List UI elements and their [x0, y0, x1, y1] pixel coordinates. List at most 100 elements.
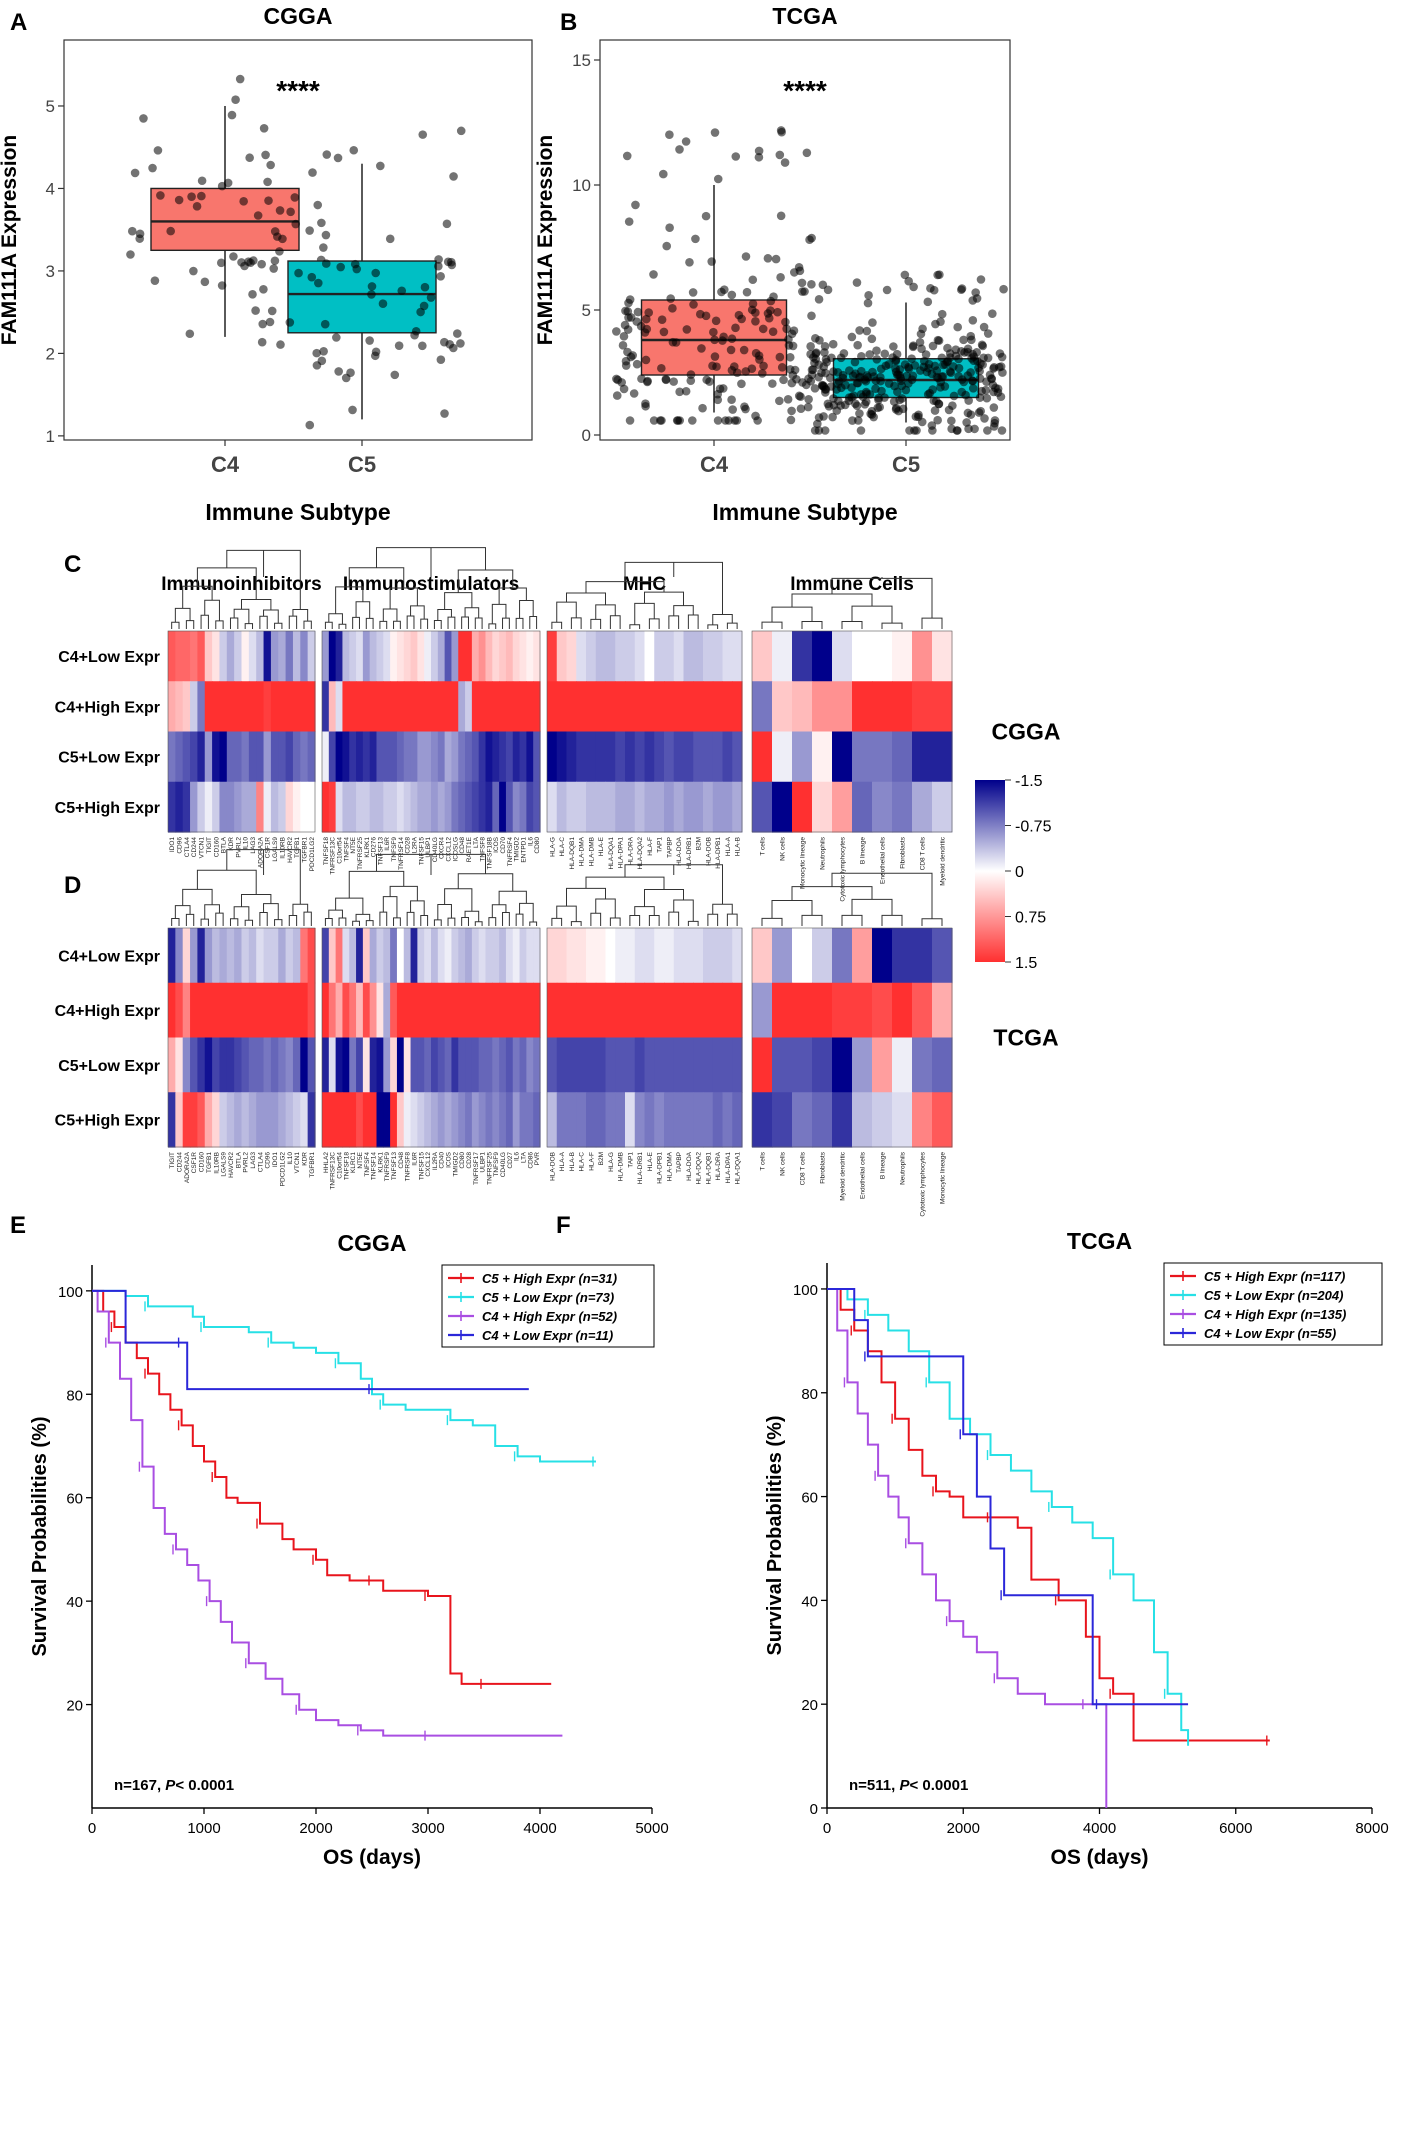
heatmap-cell — [424, 681, 432, 733]
column-label: TNFSF15 — [418, 837, 425, 866]
dendrogram-branch — [382, 608, 398, 622]
dendrogram-branch — [447, 616, 456, 629]
data-point — [930, 406, 940, 415]
heatmap-cell — [547, 631, 558, 682]
data-point — [686, 376, 696, 385]
data-point — [932, 366, 942, 375]
x-axis-label: Immune Subtype — [712, 499, 897, 525]
heatmap-block-border — [321, 630, 541, 833]
data-point — [983, 426, 992, 435]
dendrogram-branch — [229, 918, 239, 926]
heatmap-cell — [292, 928, 301, 984]
heatmap-cell — [342, 928, 350, 984]
group-title: Immunostimulators — [343, 574, 519, 595]
heatmap-cell — [465, 982, 473, 1039]
dendrogram-branch — [335, 586, 364, 614]
heatmap-cell — [263, 1037, 272, 1093]
column-label: KLRK1 — [364, 837, 371, 858]
heatmap-cell — [625, 1037, 636, 1093]
group-title: Immunoinhibitors — [161, 574, 321, 595]
data-point — [659, 327, 669, 337]
dendrogram-branch — [324, 917, 333, 926]
heatmap-cell — [634, 928, 646, 984]
heatmap-cell — [307, 781, 316, 833]
heatmap-cell — [478, 928, 487, 984]
data-point — [751, 411, 760, 421]
dendrogram-branch — [648, 618, 660, 629]
column-label: LAG3 — [250, 1152, 257, 1169]
data-point — [269, 264, 279, 273]
heatmap-cell — [424, 1037, 432, 1093]
heatmap-cell — [300, 681, 309, 733]
data-point — [612, 391, 622, 400]
heatmap-cell — [451, 982, 459, 1039]
dendrogram-branch — [491, 603, 507, 624]
heatmap-cell — [519, 731, 527, 783]
heatmap-cell — [458, 1092, 466, 1148]
heatmap-cell — [872, 781, 893, 833]
heatmap-cell — [499, 928, 507, 984]
dendrogram-branch — [200, 614, 209, 629]
data-point — [796, 404, 806, 414]
data-point — [367, 290, 376, 299]
heatmap-cell — [595, 631, 607, 682]
heatmap-cell — [396, 928, 405, 984]
data-point — [376, 161, 385, 171]
data-point — [997, 426, 1007, 435]
dendrogram-branch — [335, 897, 364, 915]
heatmap-cell — [547, 731, 558, 783]
group-title: Immune Cells — [790, 574, 914, 595]
heatmap-cell — [533, 781, 541, 833]
heatmap-cell — [892, 681, 913, 733]
heatmap-cell — [566, 1037, 577, 1093]
column-label: TAP1 — [627, 1152, 634, 1168]
column-label: TNFSF18 — [343, 1152, 350, 1181]
heatmap-cell — [396, 731, 405, 783]
heatmap-cell — [465, 681, 473, 733]
heatmap-cell — [752, 781, 773, 833]
heatmap-cell — [644, 681, 655, 733]
data-point — [258, 319, 267, 329]
data-point — [275, 247, 284, 256]
data-point — [975, 374, 985, 383]
heatmap-cell — [533, 731, 541, 783]
dendrogram-branch — [382, 896, 398, 918]
y-tick-label: 10 — [572, 176, 591, 195]
heatmap-cell — [547, 1092, 558, 1148]
column-label: HAVCR2 — [228, 1152, 235, 1178]
data-point — [257, 337, 267, 347]
column-label: CD80 — [459, 1152, 466, 1169]
dendrogram-branch — [634, 602, 655, 625]
heatmap-block-border — [751, 630, 953, 833]
data-point — [964, 424, 973, 434]
heatmap-cell — [356, 1037, 364, 1093]
heatmap-cell — [256, 781, 265, 833]
panel-letter-F: F — [556, 1212, 571, 1239]
data-point — [367, 282, 377, 291]
dendrogram-branch — [629, 624, 641, 629]
data-point — [910, 426, 919, 435]
data-point — [319, 346, 328, 356]
heatmap-cell — [270, 982, 279, 1039]
dendrogram-branch — [761, 917, 783, 926]
heatmap-cell — [356, 731, 364, 783]
heatmap-cell — [263, 681, 272, 733]
plot-title: TCGA — [772, 3, 837, 29]
heatmap-cell — [732, 681, 743, 733]
heatmap-cell — [586, 631, 597, 682]
heatmap-cell — [852, 781, 873, 833]
data-point — [894, 406, 903, 416]
heatmap-cell — [492, 982, 500, 1039]
data-point — [751, 348, 761, 358]
column-label: TNFRSF25 — [357, 837, 364, 870]
data-point — [390, 370, 400, 380]
data-point — [943, 356, 953, 366]
y-tick-label: 80 — [66, 1387, 83, 1404]
heatmap-cell — [673, 1037, 685, 1093]
heatmap-cell — [654, 731, 665, 783]
data-point — [728, 405, 737, 414]
heatmap-cell — [328, 731, 337, 783]
heatmap-cell — [471, 631, 480, 682]
heatmap-cell — [431, 982, 439, 1039]
column-label: IL10 — [287, 1152, 294, 1165]
